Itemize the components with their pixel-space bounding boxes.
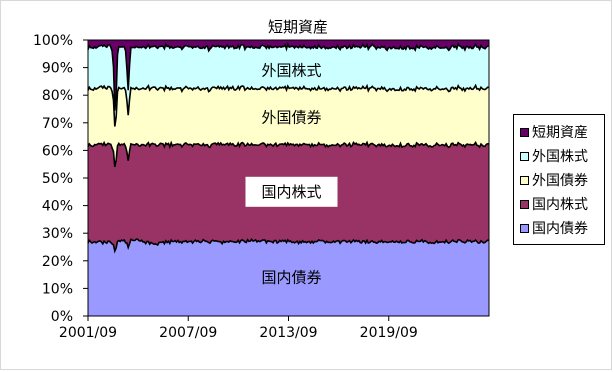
legend-item: 外国株式 (520, 144, 604, 168)
y-axis: 0% 10% 20% 30% 40% 50% 60% 70% 80% 90% 100% (33, 33, 89, 325)
y-tick-label: 40% (42, 199, 73, 215)
x-tick-label: 2019/09 (360, 325, 418, 341)
y-tick-label: 70% (42, 116, 73, 132)
legend-label: 外国債券 (532, 173, 588, 189)
y-tick-label: 100% (33, 33, 73, 49)
series-boundary-line (87, 140, 489, 168)
legend: 短期資産 外国株式 外国債券 国内株式 国内債券 (513, 114, 605, 245)
series-boundary-line (87, 237, 489, 254)
legend-swatch (520, 199, 529, 209)
series-boundary-line (87, 41, 490, 111)
chart-title: 短期資産 (268, 18, 328, 36)
legend-swatch (520, 127, 529, 137)
legend-label: 外国株式 (532, 149, 588, 165)
band-label-box (245, 176, 338, 207)
legend-item: 短期資産 (520, 120, 604, 144)
x-tick-label: 2001/09 (59, 325, 117, 341)
legend-item: 外国債券 (520, 168, 604, 192)
y-tick-label: 0% (51, 309, 73, 325)
series-area-4 (88, 44, 489, 127)
series-area-5 (88, 40, 489, 111)
x-tick-label: 2007/09 (159, 325, 217, 341)
legend-swatch (520, 151, 529, 161)
legend-item: 国内債券 (520, 216, 604, 240)
legend-item: 国内株式 (520, 192, 604, 216)
y-tick-label: 10% (42, 281, 73, 297)
y-tick-label: 60% (42, 143, 73, 159)
series-area-3 (88, 85, 489, 167)
band-label: 国内株式 (261, 183, 321, 201)
legend-label: 短期資産 (532, 125, 588, 141)
legend-swatch (520, 175, 529, 185)
series-area-1 (88, 239, 489, 316)
legend-label: 国内株式 (532, 197, 588, 213)
band-label: 外国債券 (261, 108, 321, 126)
series-boundary-line (87, 83, 490, 127)
y-tick-label: 30% (42, 226, 73, 242)
x-tick-label: 2013/09 (259, 325, 317, 341)
band-label: 国内債券 (261, 268, 321, 286)
y-tick-label: 80% (42, 88, 73, 104)
band-label: 外国株式 (261, 61, 321, 79)
y-tick-label: 20% (42, 254, 73, 270)
legend-swatch (520, 223, 529, 233)
x-axis: 2001/09 2007/09 2013/09 2019/09 (59, 315, 489, 341)
legend-label: 国内債券 (532, 221, 588, 237)
y-tick-label: 90% (42, 61, 73, 77)
y-tick-label: 50% (42, 171, 73, 187)
